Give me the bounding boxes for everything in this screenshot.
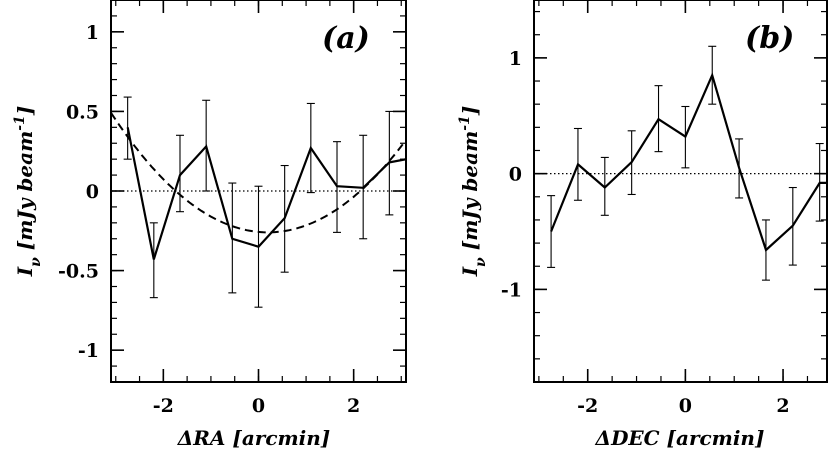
y-title-close: ] [13, 106, 37, 116]
plot-frame [533, 0, 828, 383]
y-tick-label: -1 [501, 279, 522, 301]
y-title-sub: ν [28, 257, 44, 267]
y-axis-title: Iν [mJy beam-1] [457, 106, 489, 278]
x-axis-title: ΔDEC [arcmin] [595, 426, 765, 450]
error-bar [708, 45, 717, 105]
y-title-main: I [458, 266, 482, 277]
x-tick-label: -2 [153, 395, 174, 417]
x-axis-title: ΔRA [arcmin] [177, 426, 331, 450]
x-tick-label: 0 [679, 395, 692, 417]
error-bar [254, 185, 263, 308]
y-tick-label: -0.5 [58, 261, 99, 283]
error-bar [573, 127, 582, 201]
error-bar [175, 134, 184, 213]
y-tick-label: 1 [509, 48, 522, 70]
x-tick-label: 0 [252, 395, 265, 417]
error-bar [333, 141, 342, 233]
error-bar [202, 99, 211, 192]
error-bar [123, 96, 132, 160]
y-tick-label: 1 [86, 22, 99, 44]
x-tick-label: 2 [776, 395, 789, 417]
y-title-main: I [13, 266, 37, 277]
model-dashed-curve [111, 112, 406, 234]
error-bar [681, 105, 690, 169]
panel-b: -2 0 2-101(b)ΔDEC [arcmin]Iν [mJy beam-1] [457, 0, 828, 450]
y-title-rest: [mJy beam [458, 131, 482, 257]
y-tick-label: 0 [86, 181, 99, 203]
panel-a: -2 0 2 -1 -0.5 0 0.5 1 (a) ΔRA [arcmin] Iν [mJy be… [12, 0, 407, 450]
error-bar [149, 222, 158, 299]
x-tick-label: 2 [347, 395, 360, 417]
y-title-sup: -1 [12, 115, 28, 131]
panel-label: (b) [745, 21, 794, 56]
y-title-sup: -1 [457, 115, 473, 131]
error-bar [359, 134, 368, 240]
error-bar [385, 110, 394, 216]
error-bar [280, 164, 289, 273]
y-tick-label: -1 [78, 340, 99, 362]
error-bar [547, 195, 556, 268]
error-bar [306, 102, 315, 194]
y-tick-label: 0.5 [66, 101, 99, 123]
error-bar [600, 156, 609, 216]
y-title-sub: ν [473, 257, 489, 267]
x-tick-label: -2 [577, 395, 598, 417]
error-bar [788, 186, 797, 266]
y-title-close: ] [458, 106, 482, 116]
error-bar [627, 130, 636, 196]
data-line [550, 71, 827, 252]
error-bar [654, 85, 663, 153]
y-tick-label: 0 [509, 164, 522, 186]
error-bar [228, 182, 237, 294]
error-bar [735, 138, 744, 199]
data-line [126, 127, 406, 260]
error-bar [815, 142, 824, 222]
y-title-rest: [mJy beam [13, 131, 37, 257]
error-bar [761, 219, 770, 281]
y-axis-title: Iν [mJy beam-1] [12, 106, 44, 278]
panel-label: (a) [322, 21, 370, 56]
